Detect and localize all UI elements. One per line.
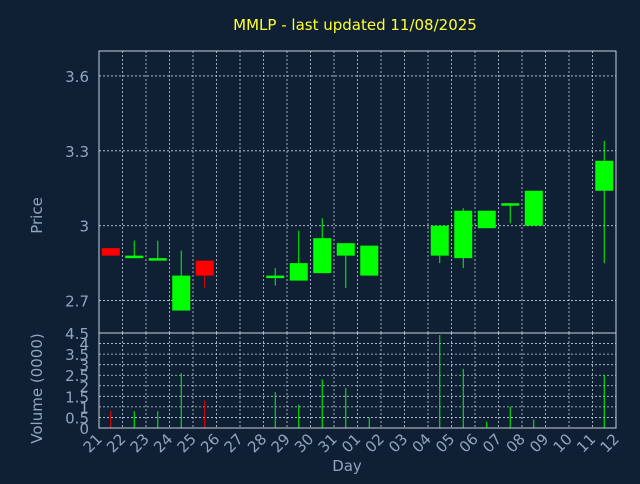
candle — [595, 140, 614, 264]
candle-body — [360, 245, 379, 276]
candle — [360, 245, 379, 276]
candles — [101, 140, 614, 311]
volume-grid — [99, 332, 616, 429]
x-tick-label: 24 — [150, 430, 176, 456]
x-tick-label: 22 — [103, 430, 129, 456]
price-grid — [99, 51, 616, 333]
price-axis-label: Price — [28, 197, 46, 234]
candle — [524, 190, 543, 226]
price-tick-label: 3.3 — [65, 143, 89, 161]
volume-tick-label: 1.5 — [65, 388, 89, 406]
candle-body — [524, 190, 543, 226]
candle-body — [336, 243, 355, 256]
candle-body — [289, 263, 308, 281]
candle-body — [477, 210, 496, 229]
candle-body — [266, 275, 285, 279]
volume-panel-frame — [98, 332, 617, 429]
volume-axis-label: Volume (0000) — [28, 333, 46, 443]
x-tick-label: 08 — [503, 430, 529, 456]
x-tick-label: 30 — [291, 430, 317, 456]
candle-body — [125, 255, 144, 259]
candle-body — [172, 275, 191, 311]
x-tick-label: 04 — [409, 430, 435, 456]
x-tick-label: 01 — [338, 430, 364, 456]
candle-body — [454, 210, 473, 259]
volume-tick-label: 2 — [79, 378, 89, 396]
candle-body — [501, 203, 520, 206]
volume-tick-label: 3.5 — [65, 346, 89, 364]
price-tick-label: 3.6 — [65, 68, 89, 86]
volume-tick-label: 0.5 — [65, 409, 89, 427]
candle-body — [430, 225, 449, 256]
price-tick-label: 3 — [79, 218, 89, 236]
volume-bars — [110, 335, 605, 428]
x-tick-label: 23 — [127, 430, 153, 456]
x-tick-label: 29 — [268, 430, 294, 456]
candle — [430, 225, 449, 264]
x-tick-label: 05 — [432, 430, 458, 456]
candle-body — [195, 260, 214, 276]
candle — [195, 260, 214, 289]
x-tick-label: 10 — [550, 430, 576, 456]
candle — [454, 208, 473, 269]
volume-tick-label: 0 — [79, 420, 89, 438]
x-tick-label: 26 — [197, 430, 223, 456]
x-tick-label: 11 — [573, 430, 599, 456]
candle-body — [148, 258, 167, 261]
volume-tick-label: 2.5 — [65, 367, 89, 385]
x-tick-label: 06 — [456, 430, 482, 456]
x-tick-label: 31 — [315, 430, 341, 456]
candle — [266, 268, 285, 286]
price-tick-label: 2.7 — [65, 293, 89, 311]
x-tick-label: 07 — [479, 430, 505, 456]
x-tick-label: 25 — [174, 430, 200, 456]
x-tick-label: 27 — [221, 430, 247, 456]
candle — [477, 210, 496, 229]
candle — [148, 240, 167, 261]
candle — [336, 243, 355, 289]
x-tick-label: 03 — [385, 430, 411, 456]
x-axis-label: Day — [332, 457, 362, 475]
x-tick-label: 12 — [597, 430, 623, 456]
chart-title: MMLP - last updated 11/08/2025 — [233, 16, 477, 34]
volume-tick-label: 4 — [79, 336, 89, 354]
candle-body — [595, 160, 614, 191]
volume-tick-label: 1 — [79, 399, 89, 417]
candle — [289, 230, 308, 281]
candle — [501, 203, 520, 224]
candle-body — [101, 248, 120, 256]
volume-tick-label: 3 — [79, 357, 89, 375]
candle-body — [313, 238, 332, 274]
x-tick-label: 02 — [362, 430, 388, 456]
x-ticks: 2122232425262728293031010203040506070809… — [80, 430, 623, 456]
x-tick-label: 28 — [244, 430, 270, 456]
candle — [101, 248, 120, 256]
volume-y-ticks: 00.511.522.533.544.5 — [65, 325, 89, 438]
candle — [313, 218, 332, 274]
candle — [172, 250, 191, 311]
volume-tick-label: 4.5 — [65, 325, 89, 343]
price-y-ticks: 2.7 3 3.3 3.6 — [65, 68, 89, 311]
candle — [125, 240, 144, 259]
x-tick-label: 09 — [526, 430, 552, 456]
